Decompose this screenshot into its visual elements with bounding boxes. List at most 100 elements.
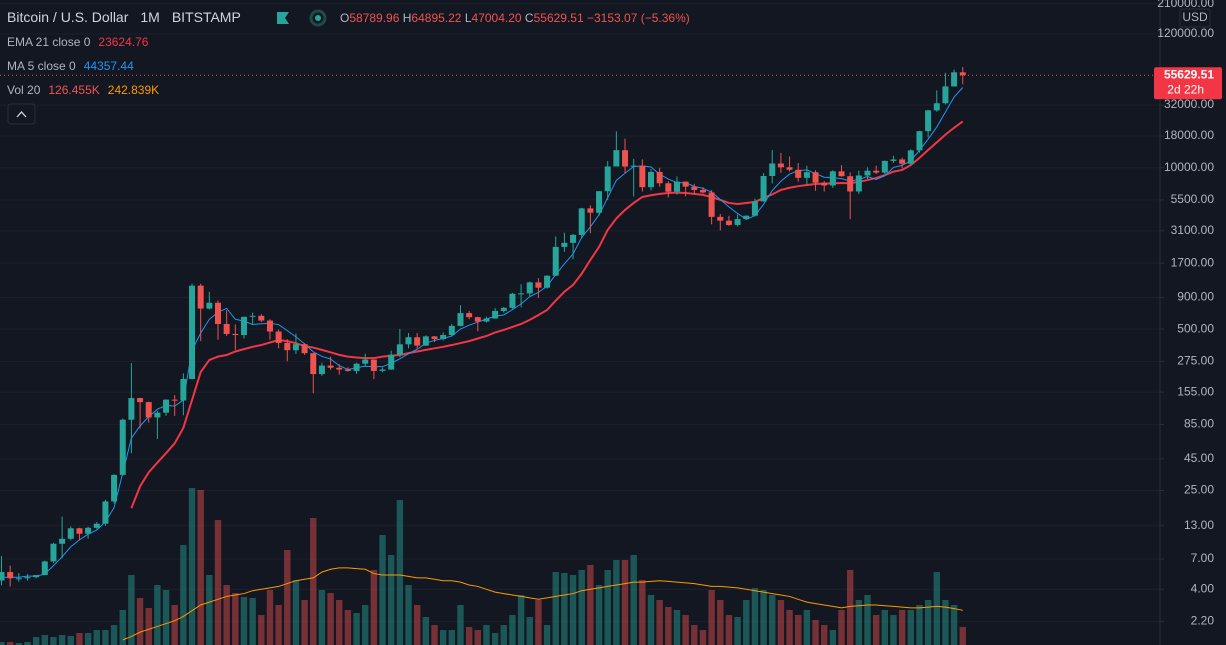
volume-bar xyxy=(509,615,516,645)
volume-bar xyxy=(846,570,854,645)
candle-body xyxy=(180,379,187,401)
volume-bar xyxy=(128,575,135,645)
candle-body xyxy=(613,150,620,167)
candle-body xyxy=(474,317,481,322)
volume-bar xyxy=(439,630,447,645)
candle-body xyxy=(119,419,126,475)
ohlc-key: L xyxy=(465,11,472,25)
volume-bar xyxy=(188,488,196,645)
currency-box xyxy=(1179,8,1211,28)
volume-bar xyxy=(760,590,767,645)
volume-bar xyxy=(595,585,603,645)
volume-bar xyxy=(621,560,629,645)
volume-bar xyxy=(0,642,5,645)
y-tick-label: 3100.00 xyxy=(1171,223,1215,237)
candle-body xyxy=(881,160,888,173)
ohlc-line: O58789.96 H64895.22 L47004.20 C55629.51 … xyxy=(340,11,690,25)
volume-bar xyxy=(457,605,464,645)
candle-body xyxy=(232,333,239,336)
candle-body xyxy=(673,181,680,192)
candle-body xyxy=(33,575,40,578)
candle-body xyxy=(7,572,14,579)
volume-bar xyxy=(734,617,741,645)
candle-body xyxy=(734,219,741,225)
volume-bar xyxy=(58,635,66,645)
candle-body xyxy=(777,163,784,168)
y-tick-label: 45.00 xyxy=(1184,451,1214,465)
volume-bar xyxy=(249,598,256,645)
volume-bar xyxy=(154,585,161,645)
volume-bar xyxy=(136,598,144,645)
candle-body xyxy=(821,182,828,186)
volume-bar xyxy=(76,633,83,645)
volume-bar xyxy=(890,615,897,645)
legend-name: EMA 21 close 0 xyxy=(7,35,91,49)
volume-bar xyxy=(327,593,334,645)
volume-bar xyxy=(448,630,456,645)
candle-body xyxy=(691,186,698,190)
volume-bar xyxy=(388,555,395,645)
candle-body xyxy=(604,166,611,192)
candle-body xyxy=(699,189,706,193)
volume-bar xyxy=(959,626,966,645)
collapse-button[interactable] xyxy=(7,103,36,125)
volume-bar xyxy=(353,613,360,645)
y-tick-label: 275.00 xyxy=(1177,353,1214,367)
candle-body xyxy=(526,282,533,294)
volume-bar xyxy=(284,550,291,645)
candle-body xyxy=(344,369,351,371)
volume-bar xyxy=(405,585,412,645)
price-axis-labels: 210000.00 120000.00 32000.00 18000.00 10000.… xyxy=(1157,0,1214,628)
volume-bar xyxy=(569,575,577,645)
collapse-icon xyxy=(16,111,27,118)
candle-body xyxy=(803,172,810,178)
candle-body xyxy=(15,578,22,580)
flag-icon[interactable] xyxy=(277,12,289,24)
candle-body xyxy=(630,165,637,167)
volume-bar xyxy=(180,545,187,645)
volume-bar xyxy=(214,520,222,645)
legend-value: 23624.76 xyxy=(98,35,148,49)
volume-bar xyxy=(656,600,663,645)
volume-bar xyxy=(743,600,750,645)
volume-bar xyxy=(517,595,525,645)
volume-bar xyxy=(110,625,118,645)
indicator-line xyxy=(1,87,964,578)
ohlc-key: H xyxy=(403,11,412,25)
volume-bar xyxy=(84,633,92,645)
volume-bar xyxy=(829,630,837,645)
y-tick-label: 120000.00 xyxy=(1157,26,1214,40)
candle-body xyxy=(518,293,525,295)
volume-bar xyxy=(197,490,204,645)
candle-body xyxy=(215,302,221,324)
volume-bar xyxy=(552,572,559,645)
price-label: 55629.51 2d 22h xyxy=(1154,67,1222,100)
volume-bar xyxy=(413,605,421,645)
candle-body xyxy=(275,331,282,343)
volume-bar xyxy=(50,637,57,645)
volume-bar xyxy=(362,605,369,645)
candle-body xyxy=(362,359,369,364)
volume-bar xyxy=(6,642,14,645)
volume-bar xyxy=(717,600,724,645)
volume-bar xyxy=(699,630,707,645)
volume-bar xyxy=(145,608,152,645)
volume-bar xyxy=(578,570,585,645)
volume-bar xyxy=(613,560,620,645)
volume-bar xyxy=(232,593,239,645)
volume-bar xyxy=(942,600,949,645)
candle-body xyxy=(786,167,793,170)
candle-body xyxy=(301,344,308,354)
volume-bar xyxy=(916,605,923,645)
candle-body xyxy=(93,523,100,528)
ohlc-value: 47004.20 xyxy=(472,11,522,25)
volume-bar xyxy=(318,590,326,645)
candle-body xyxy=(171,399,178,401)
candle-body xyxy=(656,171,663,184)
candle-body xyxy=(111,474,118,502)
candle-body xyxy=(535,282,542,288)
candle-body xyxy=(206,302,213,309)
ohlc-value: 55629.51 xyxy=(534,11,584,25)
candle-body xyxy=(959,72,966,76)
